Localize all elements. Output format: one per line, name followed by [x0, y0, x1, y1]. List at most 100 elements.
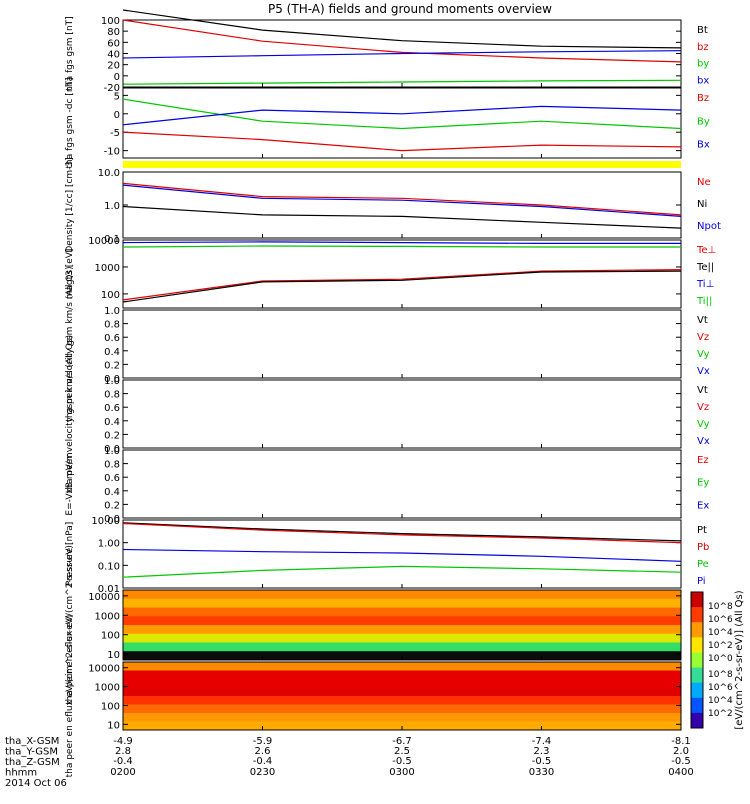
- legend-Ne: Ne: [697, 177, 711, 188]
- y-tick-label: 10000: [88, 592, 120, 603]
- spectrogram-band: [123, 598, 681, 608]
- series-line-Ti||: [122, 245, 681, 248]
- colorbar-tick-label: 10^2: [708, 641, 733, 651]
- series-line-Bx: [122, 105, 682, 126]
- y-axis-label: tha peir velocity gsm km/s (All Qs): [65, 266, 75, 421]
- spectrogram-band: [123, 633, 681, 643]
- axis-row-value: -0.5: [532, 756, 552, 767]
- y-tick-label: 0.4: [104, 487, 120, 498]
- spectrogram-band: [123, 642, 681, 652]
- axis-row-value: -0.5: [392, 756, 412, 767]
- y-tick-label: 10.0: [98, 168, 120, 179]
- legend-Te||: Te||: [696, 262, 714, 273]
- axis-row-label: tha_Y-GSM: [5, 747, 58, 758]
- y-tick-label: 0.2: [104, 500, 120, 511]
- spectrogram-band: [123, 590, 681, 600]
- legend-Pi: Pi: [697, 576, 706, 587]
- y-tick-label: 0.1: [104, 234, 120, 245]
- y-tick-label: 1.0: [104, 306, 120, 317]
- series-line-Npot: [122, 184, 682, 217]
- series-line-Bz: [122, 131, 682, 152]
- colorbar-tick-label: 10^8: [708, 670, 733, 680]
- series-line-Bt: [122, 9, 682, 49]
- colorbar-segment: [691, 637, 703, 653]
- axis-row-value: 0200: [110, 767, 135, 778]
- y-tick-label: 10000: [88, 664, 120, 675]
- colorbar-frame: [690, 591, 704, 729]
- y-tick-label: 5: [114, 91, 120, 102]
- y-tick-label: 1.0: [104, 201, 120, 212]
- axis-row-value: 2.8: [115, 746, 131, 757]
- panel-frame: [122, 239, 682, 309]
- colorbar-label: [eV/(cm^2-s-sr-eV)] (All Qs): [734, 590, 745, 729]
- y-tick-label: 0: [114, 110, 120, 121]
- panel-density: 10.0 1.0 0.1 Density [1/cc] [cm-3] Ne Ni Npot: [65, 157, 721, 252]
- legend-bx: bx: [697, 75, 709, 86]
- axis-row-value: -0.4: [253, 756, 273, 767]
- axis-row-value: 0300: [389, 767, 414, 778]
- series-line-Ni: [122, 205, 682, 229]
- y-axis-label: tha fgs gsm -dc [nT]: [65, 77, 75, 168]
- y-tick-label: 0.4: [104, 417, 120, 428]
- colorbar-tick-label: 10^6: [708, 615, 733, 625]
- colorbar-tick-label: 10^4: [708, 628, 733, 638]
- legend-Ti⊥: Ti⊥: [696, 279, 714, 290]
- y-tick-label: -20: [104, 83, 120, 94]
- colorbar-segment: [691, 592, 703, 608]
- y-tick-label: 0.10: [98, 561, 120, 572]
- y-axis-label: E=-VxB mV/m: [65, 452, 75, 515]
- legend-Vy: Vy: [697, 419, 710, 430]
- y-tick-label: 10: [107, 650, 120, 661]
- legend-Vy: Vy: [697, 349, 710, 360]
- legend-Ey: Ey: [697, 478, 709, 489]
- panel-efield: 1.0 0.8 0.6 0.4 0.2 0.0 E=-VxB mV/m Ez Ey Ex: [65, 446, 709, 525]
- y-tick-label: 1.0: [104, 376, 120, 387]
- axis-row-label: 2014 Oct 06: [5, 778, 67, 789]
- panel-peir_spectrogram: 10000 1000 100 10 tha peir en eflux eV/(cm^2…: [65, 545, 682, 705]
- legend-Pt: Pt: [697, 525, 707, 536]
- y-tick-label: 0.2: [104, 430, 120, 441]
- y-tick-label: 0: [114, 72, 120, 83]
- spectrogram-band: [123, 687, 681, 697]
- colorbar-segment: [691, 697, 703, 714]
- y-tick-label: -5: [110, 128, 120, 139]
- spectrogram-band: [123, 607, 681, 617]
- legend-Bx: Bx: [697, 140, 710, 151]
- panel-peer_velocity: 1.0 0.8 0.6 0.4 0.2 0.0 tha peer velocity gsm …: [65, 335, 710, 493]
- axis-row-value: 0230: [250, 767, 275, 778]
- y-tick-label: 0.0: [104, 514, 120, 525]
- legend-Vx: Vx: [697, 366, 710, 377]
- legend-Pe: Pe: [697, 559, 709, 570]
- series-line-Pb: [122, 522, 682, 544]
- series-line-By: [122, 98, 682, 130]
- colorbar-segment: [691, 682, 703, 699]
- y-tick-label: 10: [107, 720, 120, 731]
- legend-Npot: Npot: [697, 221, 721, 232]
- panel-frame: [122, 519, 682, 589]
- y-axis-label: tha fgs gsm [nT]: [65, 16, 75, 90]
- axis-row-value: 2.3: [534, 746, 550, 757]
- y-tick-label: 1000: [95, 263, 120, 274]
- series-line-Te||: [122, 270, 682, 303]
- spectrogram-band: [123, 662, 681, 671]
- colorbar-segment: [691, 607, 703, 623]
- y-tick-label: 1.00: [98, 539, 120, 550]
- colorbar-tick-label: 10^8: [708, 602, 733, 612]
- series-line-Te⊥: [122, 269, 682, 301]
- axis-row-value: -8.1: [671, 736, 691, 747]
- axis-row-value: -6.7: [392, 736, 412, 747]
- legend-Vx: Vx: [697, 436, 710, 447]
- legend-Ez: Ez: [697, 455, 709, 466]
- axis-row-label: tha_X-GSM: [5, 736, 59, 747]
- y-tick-label: 20: [107, 61, 120, 72]
- legend-Vz: Vz: [697, 402, 709, 413]
- y-tick-label: 0.2: [104, 360, 120, 371]
- colorbar-tick-label: 10^4: [708, 696, 733, 706]
- y-axis-label: tha peer en eflux eV/(cm^2-s-sr-eV): [65, 615, 75, 778]
- y-tick-label: 0.6: [104, 403, 120, 414]
- spectrogram-band: [123, 651, 681, 661]
- panel-peir_velocity: 1.0 0.8 0.6 0.4 0.2 0.0 tha peir velocity gsm …: [65, 266, 710, 421]
